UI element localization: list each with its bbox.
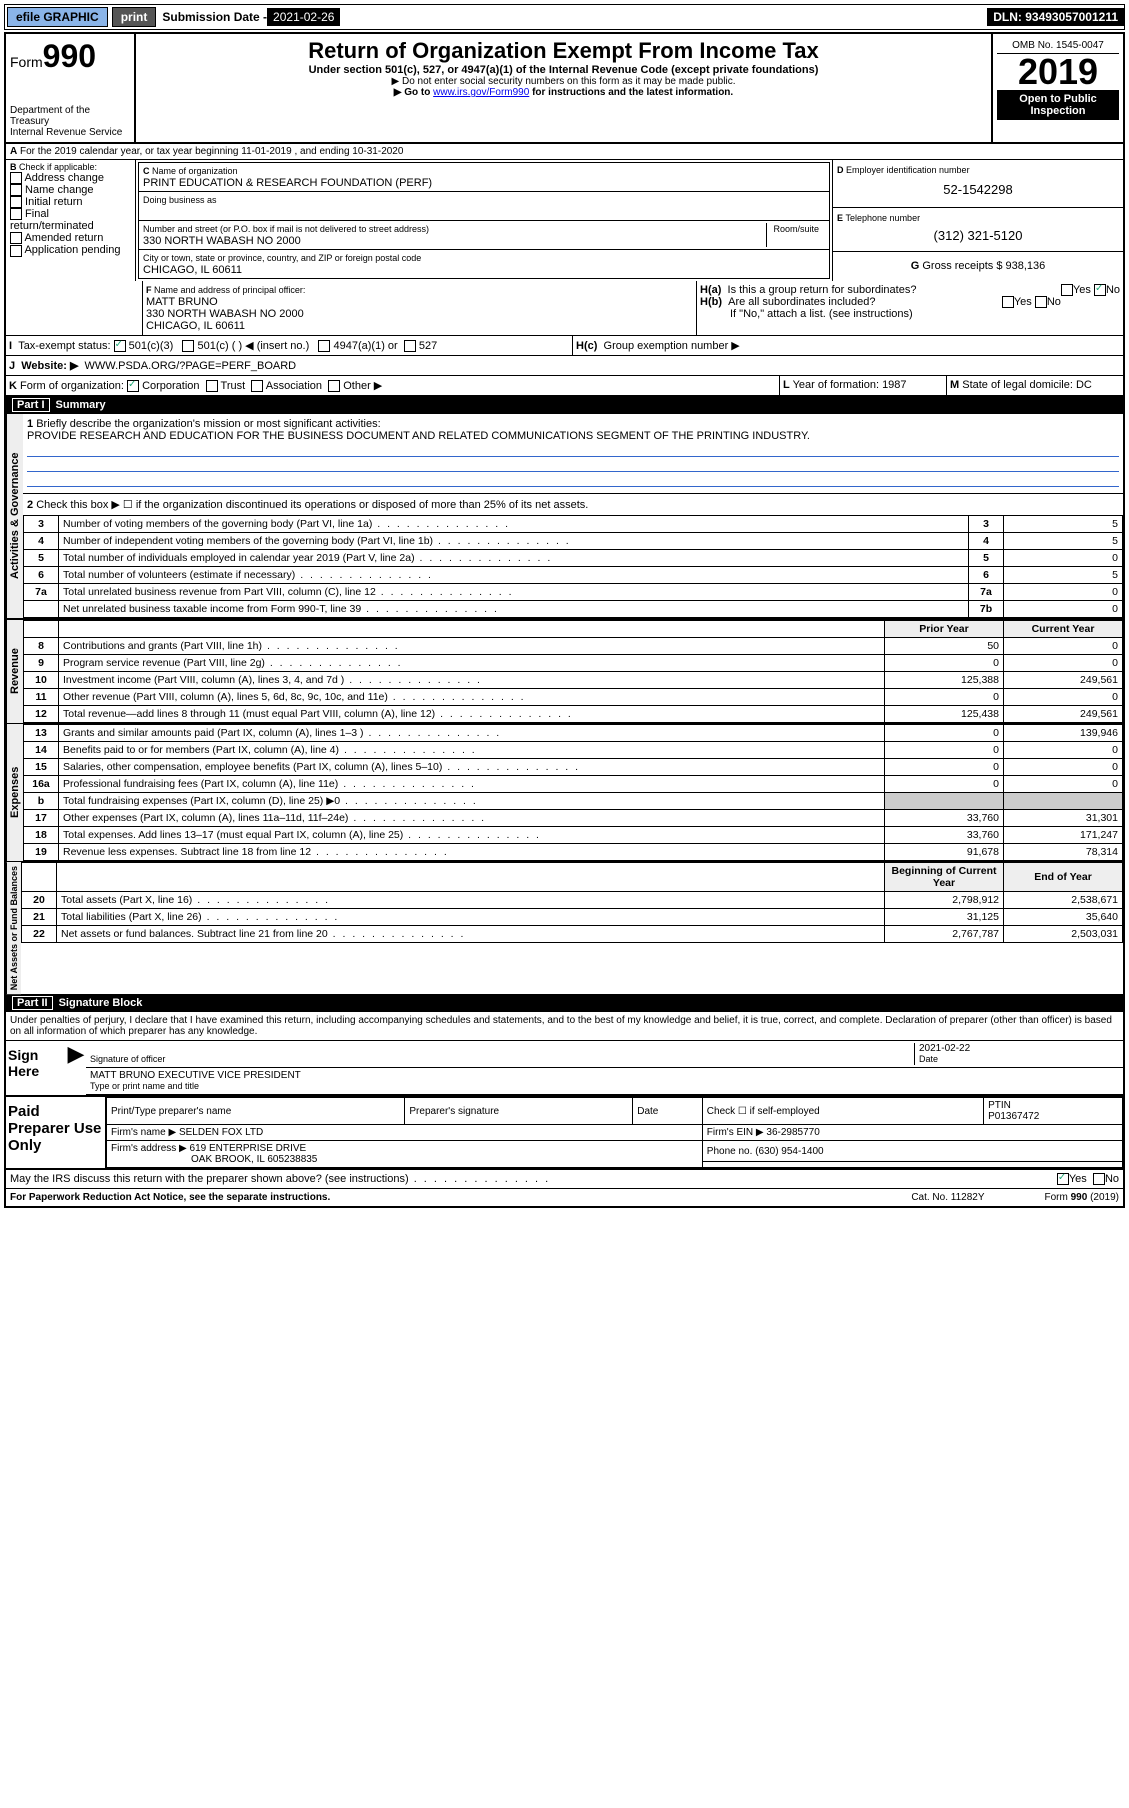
dln: DLN: 93493057001211: [987, 8, 1124, 26]
firm-ein: 36-2985770: [766, 1127, 819, 1138]
website: WWW.PSDA.ORG/?PAGE=PERF_BOARD: [85, 360, 297, 372]
paid-preparer: Paid Preparer Use Only: [6, 1097, 106, 1168]
section-c: C Name of organizationPRINT EDUCATION & …: [136, 160, 833, 281]
b-opt[interactable]: [10, 208, 22, 220]
discuss-yes[interactable]: [1057, 1173, 1069, 1185]
b-opt[interactable]: [10, 172, 22, 184]
submission-label: Submission Date -: [158, 10, 267, 24]
sign-arrow-icon: ▶: [66, 1041, 86, 1095]
phone: (312) 321-5120: [837, 224, 1119, 247]
i-501c[interactable]: [182, 340, 194, 352]
cat-expenses: Expenses: [6, 724, 23, 861]
domicile: DC: [1076, 379, 1092, 391]
mission: PROVIDE RESEARCH AND EDUCATION FOR THE B…: [27, 430, 810, 442]
part1-header: Part ISummary: [6, 396, 1123, 414]
cat-net: Net Assets or Fund Balances: [6, 862, 21, 994]
firm-name: SELDEN FOX LTD: [179, 1127, 263, 1138]
city: CHICAGO, IL 60611: [143, 264, 242, 276]
ptin: P01367472: [988, 1111, 1039, 1122]
submission-date: 2021-02-26: [267, 8, 340, 26]
firm-phone: (630) 954-1400: [755, 1146, 823, 1157]
firm-addr1: 619 ENTERPRISE DRIVE: [190, 1143, 307, 1154]
cat-revenue: Revenue: [6, 620, 23, 723]
k-corp[interactable]: [127, 380, 139, 392]
b-opt[interactable]: [10, 232, 22, 244]
k-other[interactable]: [328, 380, 340, 392]
declaration: Under penalties of perjury, I declare th…: [6, 1012, 1123, 1041]
section-a: A For the 2019 calendar year, or tax yea…: [6, 144, 1123, 160]
form-990: Form990 Department of the Treasury Inter…: [4, 32, 1125, 1208]
tax-year: 2019: [997, 54, 1119, 90]
ha-yes[interactable]: [1061, 284, 1073, 296]
firm-addr2: OAK BROOK, IL 605238835: [111, 1154, 317, 1165]
sign-here: Sign Here: [6, 1041, 66, 1095]
open-inspection: Open to Public Inspection: [997, 90, 1119, 120]
hb-no[interactable]: [1035, 296, 1047, 308]
cat-activities: Activities & Governance: [6, 414, 23, 618]
year-formed: 1987: [882, 379, 906, 391]
k-trust[interactable]: [206, 380, 218, 392]
i-501c3[interactable]: [114, 340, 126, 352]
dept-label: Department of the Treasury Internal Reve…: [10, 105, 130, 138]
gross-receipts: 938,136: [1006, 260, 1046, 272]
part2-header: Part IISignature Block: [6, 994, 1123, 1012]
street: 330 NORTH WABASH NO 2000: [143, 235, 301, 247]
print-button[interactable]: print: [112, 7, 157, 27]
sign-date: 2021-02-22: [919, 1043, 970, 1054]
hint-link: ▶ Go to www.irs.gov/Form990 for instruct…: [140, 87, 987, 98]
i-527[interactable]: [404, 340, 416, 352]
section-b: B Check if applicable: Address change Na…: [6, 160, 136, 281]
discuss-no[interactable]: [1093, 1173, 1105, 1185]
footer: For Paperwork Reduction Act Notice, see …: [6, 1189, 1123, 1206]
k-assoc[interactable]: [251, 380, 263, 392]
org-name: PRINT EDUCATION & RESEARCH FOUNDATION (P…: [143, 177, 432, 189]
b-opt[interactable]: [10, 245, 22, 257]
section-deg: D Employer identification number52-15422…: [833, 160, 1123, 281]
form-label: Form990: [10, 38, 130, 75]
efile-button[interactable]: efile GRAPHIC: [7, 7, 108, 27]
subtitle: Under section 501(c), 527, or 4947(a)(1)…: [140, 64, 987, 76]
officer-addr1: 330 NORTH WABASH NO 2000: [146, 308, 304, 320]
return-title: Return of Organization Exempt From Incom…: [140, 38, 987, 64]
irs-link[interactable]: www.irs.gov/Form990: [433, 87, 529, 98]
ha-no[interactable]: [1094, 284, 1106, 296]
officer-addr2: CHICAGO, IL 60611: [146, 320, 245, 332]
top-toolbar: efile GRAPHIC print Submission Date - 20…: [4, 4, 1125, 30]
hb-note: If "No," attach a list. (see instruction…: [700, 308, 1120, 320]
ein: 52-1542298: [837, 176, 1119, 203]
officer-name: MATT BRUNO: [146, 296, 218, 308]
b-opt[interactable]: [10, 184, 22, 196]
b-opt[interactable]: [10, 196, 22, 208]
hint-ssn: ▶ Do not enter social security numbers o…: [140, 76, 987, 87]
officer-sig-name: MATT BRUNO EXECUTIVE VICE PRESIDENT: [90, 1070, 301, 1081]
hb-yes[interactable]: [1002, 296, 1014, 308]
i-4947[interactable]: [318, 340, 330, 352]
